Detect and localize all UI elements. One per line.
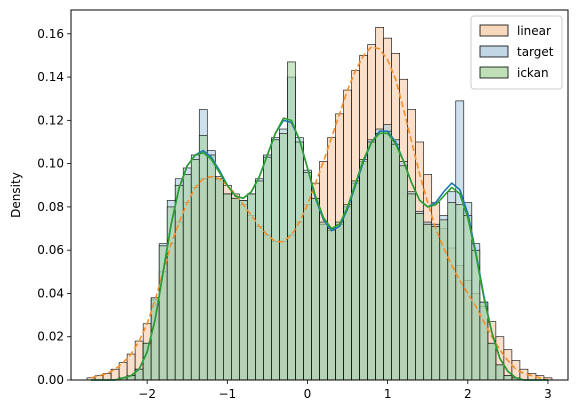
y-axis-ticks: 0.00 0.02 0.04 0.06 0.08 0.10 0.12 0.14 0.16	[37, 27, 71, 387]
x-axis-ticks: −2 −1 0 1 2 3	[138, 380, 552, 401]
y-tick-label-6: 0.12	[37, 113, 64, 127]
legend: linear target ickan	[470, 15, 563, 90]
legend-swatch-ickan	[479, 66, 509, 79]
bar-ickan-45	[447, 202, 457, 381]
y-axis-title: Density	[9, 172, 23, 218]
bar-ickan-34	[359, 159, 368, 381]
bar-ickan-41	[415, 213, 425, 381]
plot-frame	[70, 9, 569, 381]
y-tick-label-1: 0.02	[37, 330, 64, 344]
bar-ickan-32	[343, 204, 352, 381]
y-tick-label-0: 0.00	[37, 373, 64, 387]
kde-line-ickan	[91, 117, 548, 381]
bar-ickan-9	[158, 245, 168, 381]
bar-ickan-52	[503, 375, 513, 381]
legend-swatch-target	[479, 45, 509, 58]
bar-ickan-29	[319, 221, 328, 381]
bars-ickan	[118, 61, 521, 381]
bar-ickan-25	[287, 61, 296, 381]
bar-ickan-51	[495, 364, 505, 381]
y-tick-label-2: 0.04	[37, 286, 64, 300]
x-tick-label-4: 2	[464, 387, 472, 401]
bar-ickan-31	[335, 221, 344, 381]
bar-ickan-8	[150, 297, 160, 381]
bar-ickan-28	[311, 197, 320, 381]
kde-line-linear	[90, 45, 549, 381]
x-tick-label-1: −1	[218, 387, 236, 401]
bar-ickan-49	[479, 301, 489, 381]
bar-ickan-36	[375, 133, 384, 381]
bar-ickan-22	[263, 156, 272, 381]
y-tick-label-7: 0.14	[37, 70, 64, 84]
legend-label-target: target	[517, 45, 554, 59]
bar-ickan-46	[455, 204, 465, 381]
bar-ickan-35	[367, 141, 376, 381]
kde-curves	[90, 45, 549, 381]
legend-label-linear: linear	[517, 24, 551, 38]
x-tick-label-2: 0	[304, 387, 312, 401]
y-tick-label-8: 0.16	[37, 27, 64, 41]
x-tick-label-0: −2	[138, 387, 156, 401]
bar-ickan-12	[182, 174, 192, 381]
y-tick-label-3: 0.06	[37, 243, 64, 257]
bar-ickan-14	[198, 135, 208, 381]
bar-ickan-40	[407, 193, 416, 381]
bar-ickan-17	[223, 193, 232, 381]
bar-ickan-18	[231, 197, 240, 381]
bar-ickan-24	[279, 133, 288, 381]
bar-ickan-23	[271, 139, 280, 381]
bar-ickan-30	[327, 228, 336, 381]
y-tick-label-4: 0.08	[37, 200, 64, 214]
bar-ickan-16	[214, 178, 224, 381]
bar-ickan-50	[487, 342, 497, 381]
bar-ickan-21	[255, 180, 264, 381]
x-tick-label-3: 1	[384, 387, 392, 401]
bar-ickan-37	[383, 130, 392, 381]
bar-ickan-39	[399, 165, 408, 381]
legend-label-ickan: ickan	[517, 66, 549, 80]
bar-ickan-27	[303, 171, 312, 381]
bar-ickan-44	[439, 219, 449, 381]
bar-ickan-26	[295, 141, 304, 381]
legend-swatch-linear	[479, 24, 509, 37]
bar-ickan-42	[423, 223, 433, 381]
bar-ickan-43	[431, 226, 441, 381]
bar-ickan-20	[247, 193, 256, 381]
bar-ickan-33	[351, 180, 360, 381]
bar-ickan-11	[174, 184, 184, 381]
bar-ickan-15	[206, 154, 216, 381]
y-tick-label-5: 0.10	[37, 157, 64, 171]
bar-ickan-38	[391, 143, 400, 381]
bar-ickan-10	[166, 206, 176, 381]
bar-ickan-19	[239, 200, 248, 381]
x-tick-label-5: 3	[544, 387, 552, 401]
